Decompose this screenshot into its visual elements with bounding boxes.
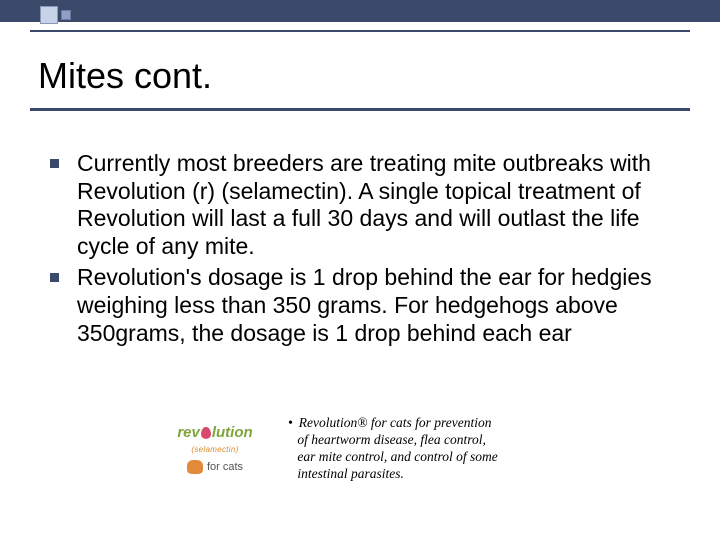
logo-forcats: for cats <box>187 460 243 474</box>
square-bullet-icon <box>50 273 59 282</box>
footer-bullet-icon: • <box>288 415 293 432</box>
footer-line: Revolution® for cats for prevention <box>299 415 492 432</box>
revolution-logo: rev lution (selamectin) for cats <box>160 415 270 483</box>
square-bullet-icon <box>50 159 59 168</box>
logo-subtext: (selamectin) <box>191 445 238 454</box>
footer-line: intestinal parasites. <box>297 466 404 483</box>
bullet-text: Revolution's dosage is 1 drop behind the… <box>77 264 680 347</box>
footer-caption: • Revolution® for cats for prevention of… <box>288 415 498 483</box>
list-item: Revolution's dosage is 1 drop behind the… <box>50 264 680 347</box>
logo-wordmark: rev lution <box>177 424 252 441</box>
footer-area: rev lution (selamectin) for cats • Revol… <box>160 415 498 483</box>
logo-text-right: lution <box>212 424 253 441</box>
footer-line: of heartworm disease, flea control, <box>297 432 486 449</box>
top-bar <box>0 0 720 22</box>
drop-icon <box>201 427 211 439</box>
bullet-text: Currently most breeders are treating mit… <box>77 150 680 260</box>
top-rule <box>30 30 690 32</box>
cat-icon <box>187 460 203 474</box>
slide-title: Mites cont. <box>38 55 212 97</box>
content-area: Currently most breeders are treating mit… <box>50 150 680 351</box>
footer-line: ear mite control, and control of some <box>297 449 497 466</box>
forcats-text: for cats <box>207 461 243 473</box>
accent-decoration <box>40 6 71 24</box>
list-item: Currently most breeders are treating mit… <box>50 150 680 260</box>
logo-text-left: rev <box>177 424 200 441</box>
title-underline <box>30 108 690 111</box>
